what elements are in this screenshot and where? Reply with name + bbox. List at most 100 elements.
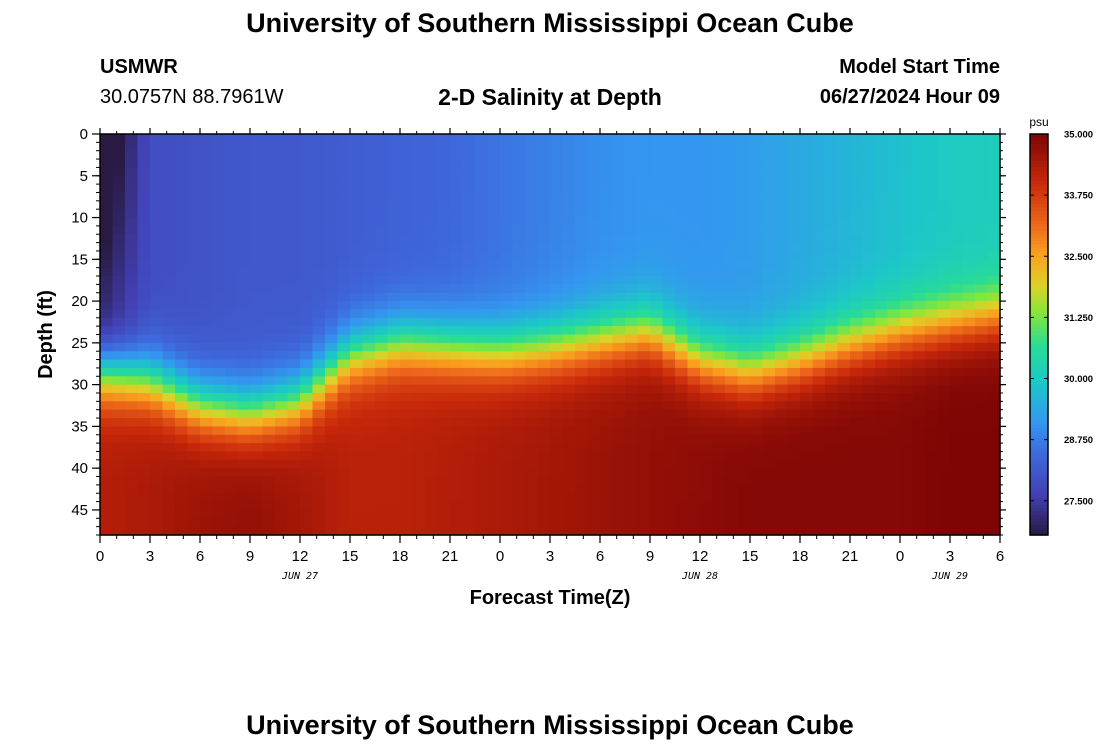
heatmap-cell [412,443,426,453]
heatmap-cell [925,209,939,219]
heatmap-cell [812,267,826,277]
heatmap-cell [600,493,614,503]
heatmap-cell [637,334,651,344]
heatmap-cell [400,509,414,519]
heatmap-cell [475,501,489,511]
heatmap-cell [587,142,601,152]
heatmap-cell [150,242,164,252]
heatmap-cell [762,309,776,319]
heatmap-cell [875,225,889,235]
heatmap-cell [925,451,939,461]
heatmap-cell [800,384,814,394]
heatmap-cell [762,209,776,219]
heatmap-cell [187,518,201,528]
heatmap-cell [987,351,1001,361]
heatmap-cell [125,367,139,377]
heatmap-cell [825,259,839,269]
heatmap-cell [712,451,726,461]
heatmap-cell [337,326,351,336]
heatmap-cell [987,217,1001,227]
heatmap-cell [812,468,826,478]
heatmap-cell [812,342,826,352]
heatmap-cell [312,284,326,294]
heatmap-cell [475,234,489,244]
heatmap-cell [737,384,751,394]
heatmap-cell [562,434,576,444]
heatmap-cell [562,301,576,311]
heatmap-cell [150,351,164,361]
colorbar-swatch [1030,271,1048,275]
heatmap-cell [637,434,651,444]
heatmap-cell [487,351,501,361]
heatmap-cell [725,342,739,352]
heatmap-cell [325,392,339,402]
heatmap-cell [650,501,664,511]
heatmap-cell [325,159,339,169]
heatmap-cell [362,284,376,294]
colorbar-swatch [1030,351,1048,356]
heatmap-cell [962,292,976,302]
heatmap-cell [275,192,289,202]
heatmap-cell [400,451,414,461]
heatmap-cell [512,142,526,152]
heatmap-cell [987,367,1001,377]
heatmap-cell [937,409,951,419]
heatmap-cell [700,518,714,528]
heatmap-cell [600,359,614,369]
colorbar-swatch [1030,167,1048,172]
heatmap-cell [512,159,526,169]
heatmap-cell [187,200,201,210]
heatmap-cell [512,526,526,536]
heatmap-cell [725,501,739,511]
heatmap-cell [437,159,451,169]
heatmap-cell [100,418,114,427]
heatmap-cell [637,526,651,536]
heatmap-cell [625,359,639,369]
heatmap-cell [487,134,501,143]
heatmap-cell [537,401,551,411]
heatmap-cell [225,200,239,210]
heatmap-cell [125,334,139,344]
heatmap-cell [787,209,801,219]
heatmap-cell [562,493,576,503]
heatmap-cell [525,159,539,169]
heatmap-cell [587,267,601,277]
heatmap-cell [362,401,376,411]
heatmap-cell [437,326,451,336]
heatmap-cell [212,409,226,419]
heatmap-cell [200,309,214,319]
heatmap-cell [725,443,739,453]
heatmap-cell [900,376,914,386]
heatmap-cell [862,426,876,436]
heatmap-cell [400,401,414,411]
heatmap-cell [787,309,801,319]
heatmap-cell [412,276,426,285]
heatmap-cell [175,501,189,511]
heatmap-cell [875,392,889,402]
colorbar-swatch [1030,471,1048,476]
heatmap-cell [487,476,501,486]
heatmap-cell [675,526,689,536]
heatmap-cell [262,267,276,277]
heatmap-cell [250,459,264,469]
heatmap-cell [125,418,139,427]
heatmap-cell [975,334,989,344]
heatmap-cell [550,326,564,336]
heatmap-cell [437,234,451,244]
heatmap-cell [350,409,364,419]
heatmap-cell [612,276,626,285]
heatmap-cell [450,367,464,377]
heatmap-cell [462,401,476,411]
heatmap-cell [750,167,764,177]
heatmap-cell [425,225,439,235]
heatmap-cell [950,217,964,227]
heatmap-cell [275,409,289,419]
heatmap-cell [912,493,926,503]
colorbar-swatch [1030,267,1048,272]
heatmap-cell [337,334,351,344]
heatmap-cell [237,392,251,402]
heatmap-cell [787,434,801,444]
heatmap-cell [575,459,589,469]
heatmap-cell [812,334,826,344]
heatmap-cell [237,468,251,478]
